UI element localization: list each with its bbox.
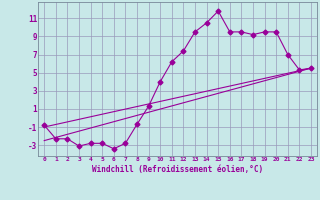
X-axis label: Windchill (Refroidissement éolien,°C): Windchill (Refroidissement éolien,°C) [92,165,263,174]
